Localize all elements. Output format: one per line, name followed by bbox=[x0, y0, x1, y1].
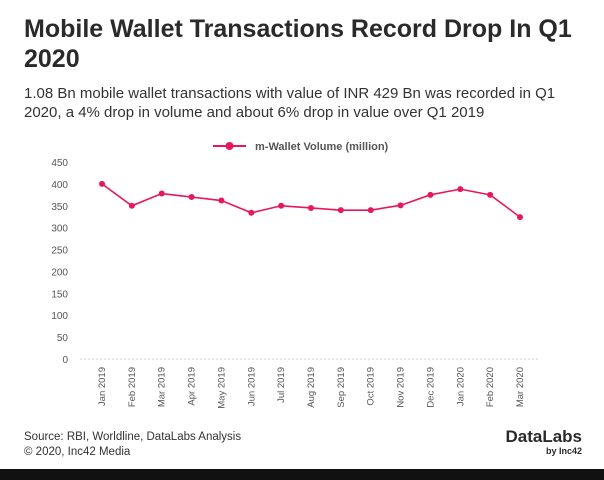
x-tick-label: May 2019 bbox=[216, 367, 227, 409]
x-tick-label: Jan 2020 bbox=[455, 367, 466, 406]
data-point bbox=[218, 197, 225, 204]
data-point bbox=[367, 207, 374, 214]
x-tick-label: Feb 2020 bbox=[485, 367, 496, 407]
source-text: Source: RBI, Worldline, DataLabs Analysi… bbox=[24, 431, 242, 443]
data-point bbox=[308, 204, 314, 211]
copyright-text: © 2020, Inc42 Media bbox=[24, 446, 131, 458]
data-point bbox=[487, 191, 494, 198]
y-tick-label: 0 bbox=[62, 355, 68, 366]
x-tick-label: Mar 2020 bbox=[515, 367, 526, 407]
legend-swatch-marker bbox=[225, 142, 234, 150]
datalabs-logo: DataLabs by Inc42 bbox=[505, 428, 582, 457]
x-tick-label: Feb 2019 bbox=[127, 367, 138, 407]
chart-subtitle: 1.08 Bn mobile wallet transactions with … bbox=[24, 85, 556, 121]
x-tick-label: Apr 2019 bbox=[187, 367, 198, 406]
x-tick-label: Oct 2019 bbox=[366, 367, 377, 406]
x-tick-label: Jan 2019 bbox=[97, 367, 108, 406]
x-tick-label: Jul 2019 bbox=[276, 367, 287, 403]
x-tick-label: Aug 2019 bbox=[306, 367, 317, 408]
y-tick-label: 100 bbox=[51, 311, 68, 322]
source-note: Source: RBI, Worldline, DataLabs Analysi… bbox=[24, 430, 241, 460]
data-point bbox=[278, 202, 285, 209]
x-tick-label: Dec 2019 bbox=[425, 367, 436, 408]
data-point bbox=[248, 209, 255, 216]
y-tick-label: 50 bbox=[57, 333, 69, 344]
y-tick-label: 150 bbox=[51, 289, 68, 300]
x-tick-label: Jun 2019 bbox=[246, 367, 257, 406]
data-point bbox=[188, 194, 195, 201]
x-tick-label: Sep 2019 bbox=[336, 367, 347, 408]
data-point bbox=[427, 191, 434, 198]
logo-sub-text: by Inc42 bbox=[545, 446, 582, 456]
line-chart: 0 50 100 150 200 250 300 350 400 450 Jan 2019 Feb 2… bbox=[51, 141, 538, 409]
y-tick-label: 200 bbox=[51, 267, 68, 278]
data-point bbox=[517, 214, 523, 221]
y-tick-label: 400 bbox=[51, 180, 68, 191]
y-tick-label: 450 bbox=[51, 158, 68, 169]
data-point bbox=[128, 202, 135, 209]
y-tick-label: 250 bbox=[51, 246, 68, 257]
y-tick-label: 350 bbox=[51, 202, 68, 213]
legend-label: m-Wallet Volume (million) bbox=[255, 141, 389, 153]
bottom-bar bbox=[0, 469, 604, 480]
data-point bbox=[397, 202, 404, 209]
chart-title: Mobile Wallet Transactions Record Drop I… bbox=[24, 15, 572, 73]
data-point bbox=[457, 186, 464, 193]
data-point bbox=[158, 190, 165, 197]
x-tick-label: Nov 2019 bbox=[396, 367, 407, 408]
x-tick-label: Mar 2019 bbox=[157, 367, 168, 407]
y-tick-label: 300 bbox=[51, 224, 68, 235]
data-point bbox=[337, 207, 344, 214]
data-point bbox=[99, 180, 105, 187]
logo-main-text: DataLabs bbox=[505, 427, 582, 446]
